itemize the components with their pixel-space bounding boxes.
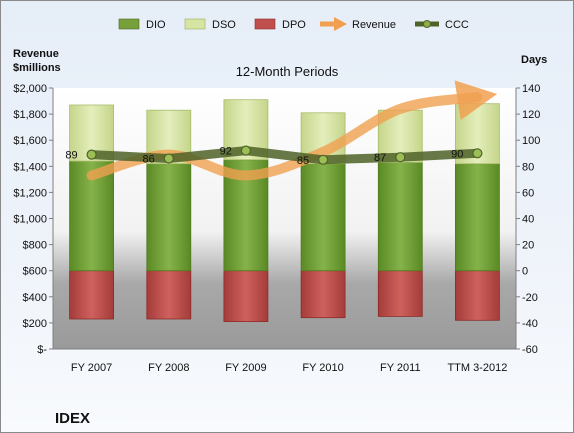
ccc-layer: 89 86 92 85 87 90 bbox=[65, 145, 483, 167]
left-tick-label: $800 bbox=[23, 240, 47, 252]
left-tick-label: $600 bbox=[23, 266, 47, 278]
right-tick-label: 80 bbox=[522, 161, 534, 173]
bar-dpo-fy-2009 bbox=[223, 270, 269, 323]
ccc-data-label-fy-2010: 85 bbox=[297, 155, 309, 167]
left-tick-label: $200 bbox=[23, 318, 47, 330]
x-tick-label-fy-2009: FY 2009 bbox=[225, 362, 266, 374]
left-tick-label: $2,000 bbox=[13, 83, 47, 95]
ccc-data-label-fy-2007: 89 bbox=[65, 150, 77, 162]
ccc-point-fy-2011 bbox=[395, 152, 406, 163]
legend-ccc-line-icon bbox=[415, 20, 439, 28]
ccc-point-fy-2009 bbox=[240, 145, 251, 156]
right-axis-title: Days bbox=[521, 54, 547, 66]
ccc-point-fy-2010 bbox=[318, 154, 329, 165]
right-tick-label: 40 bbox=[522, 214, 534, 226]
left-tick-label: $1,000 bbox=[13, 214, 47, 226]
left-tick-label: $1,400 bbox=[13, 161, 47, 173]
ccc-point-fy-2007 bbox=[86, 149, 97, 160]
bar-dpo-fy-2010 bbox=[300, 270, 346, 319]
legend-dso-label: DSO bbox=[212, 19, 236, 31]
bar-dpo-fy-2011 bbox=[377, 270, 423, 317]
x-tick-label-fy-2007: FY 2007 bbox=[71, 362, 112, 374]
bar-dio-fy-2008 bbox=[146, 163, 192, 272]
right-tick-label: 140 bbox=[522, 83, 540, 95]
left-tick-label: $1,800 bbox=[13, 109, 47, 121]
x-tick-label-fy-2011: FY 2011 bbox=[380, 362, 421, 374]
right-tick-label: -20 bbox=[522, 292, 538, 304]
left-axis-title-line1: Revenue bbox=[13, 48, 59, 60]
right-tick-label: -60 bbox=[522, 344, 538, 356]
right-tick-label: 60 bbox=[522, 187, 534, 199]
bar-dio-ttm-3-2012 bbox=[454, 163, 500, 272]
ccc-point-ttm-3-2012 bbox=[472, 148, 483, 159]
ccc-data-label-ttm-3-2012: 90 bbox=[451, 148, 463, 160]
ccc-point-fy-2008 bbox=[163, 153, 174, 164]
axes-layer: $- $200 $400 $600 $800 $1,000 $1,200 $1,400 $1,6… bbox=[13, 83, 540, 374]
legend-revenue-label: Revenue bbox=[352, 19, 396, 31]
bar-dio-fy-2011 bbox=[377, 161, 423, 272]
bar-dpo-fy-2007 bbox=[69, 270, 114, 320]
legend-ccc-label: CCC bbox=[445, 19, 469, 31]
x-tick-label-fy-2010: FY 2010 bbox=[302, 362, 343, 374]
right-tick-label: -40 bbox=[522, 318, 538, 330]
right-tick-label: 100 bbox=[522, 135, 540, 147]
x-tick-label-ttm-3-2012: TTM 3-2012 bbox=[447, 362, 507, 374]
left-axis-title-line2: $millions bbox=[13, 62, 61, 74]
x-tick-label-fy-2008: FY 2008 bbox=[148, 362, 189, 374]
chart-title: 12-Month Periods bbox=[236, 64, 339, 79]
legend-dpo-swatch bbox=[254, 18, 276, 30]
legend-dio-label: DIO bbox=[146, 19, 166, 31]
left-tick-label: $- bbox=[37, 344, 47, 356]
ccc-data-label-fy-2008: 86 bbox=[143, 154, 155, 166]
ccc-line bbox=[91, 146, 478, 165]
ccc-data-label-fy-2011: 87 bbox=[374, 152, 386, 164]
left-tick-label: $400 bbox=[23, 292, 47, 304]
left-tick-label: $1,600 bbox=[13, 135, 47, 147]
bar-dpo-ttm-3-2012 bbox=[454, 270, 500, 321]
legend-dpo-label: DPO bbox=[282, 19, 306, 31]
right-tick-label: 0 bbox=[522, 266, 528, 278]
bar-dio-fy-2010 bbox=[300, 163, 346, 272]
company-name: IDEX bbox=[55, 410, 90, 427]
legend: DIO DSO DPO Revenue CCC bbox=[118, 17, 469, 31]
left-tick-label: $1,200 bbox=[13, 187, 47, 199]
bar-dpo-fy-2008 bbox=[146, 270, 192, 320]
legend-dso-swatch bbox=[184, 18, 206, 30]
plot-area bbox=[53, 88, 516, 349]
legend-dio-swatch bbox=[118, 18, 140, 30]
ccc-data-label-fy-2009: 92 bbox=[220, 146, 232, 158]
legend-revenue-arrow-icon bbox=[320, 17, 347, 31]
right-tick-label: 120 bbox=[522, 109, 540, 121]
right-tick-label: 20 bbox=[522, 240, 534, 252]
